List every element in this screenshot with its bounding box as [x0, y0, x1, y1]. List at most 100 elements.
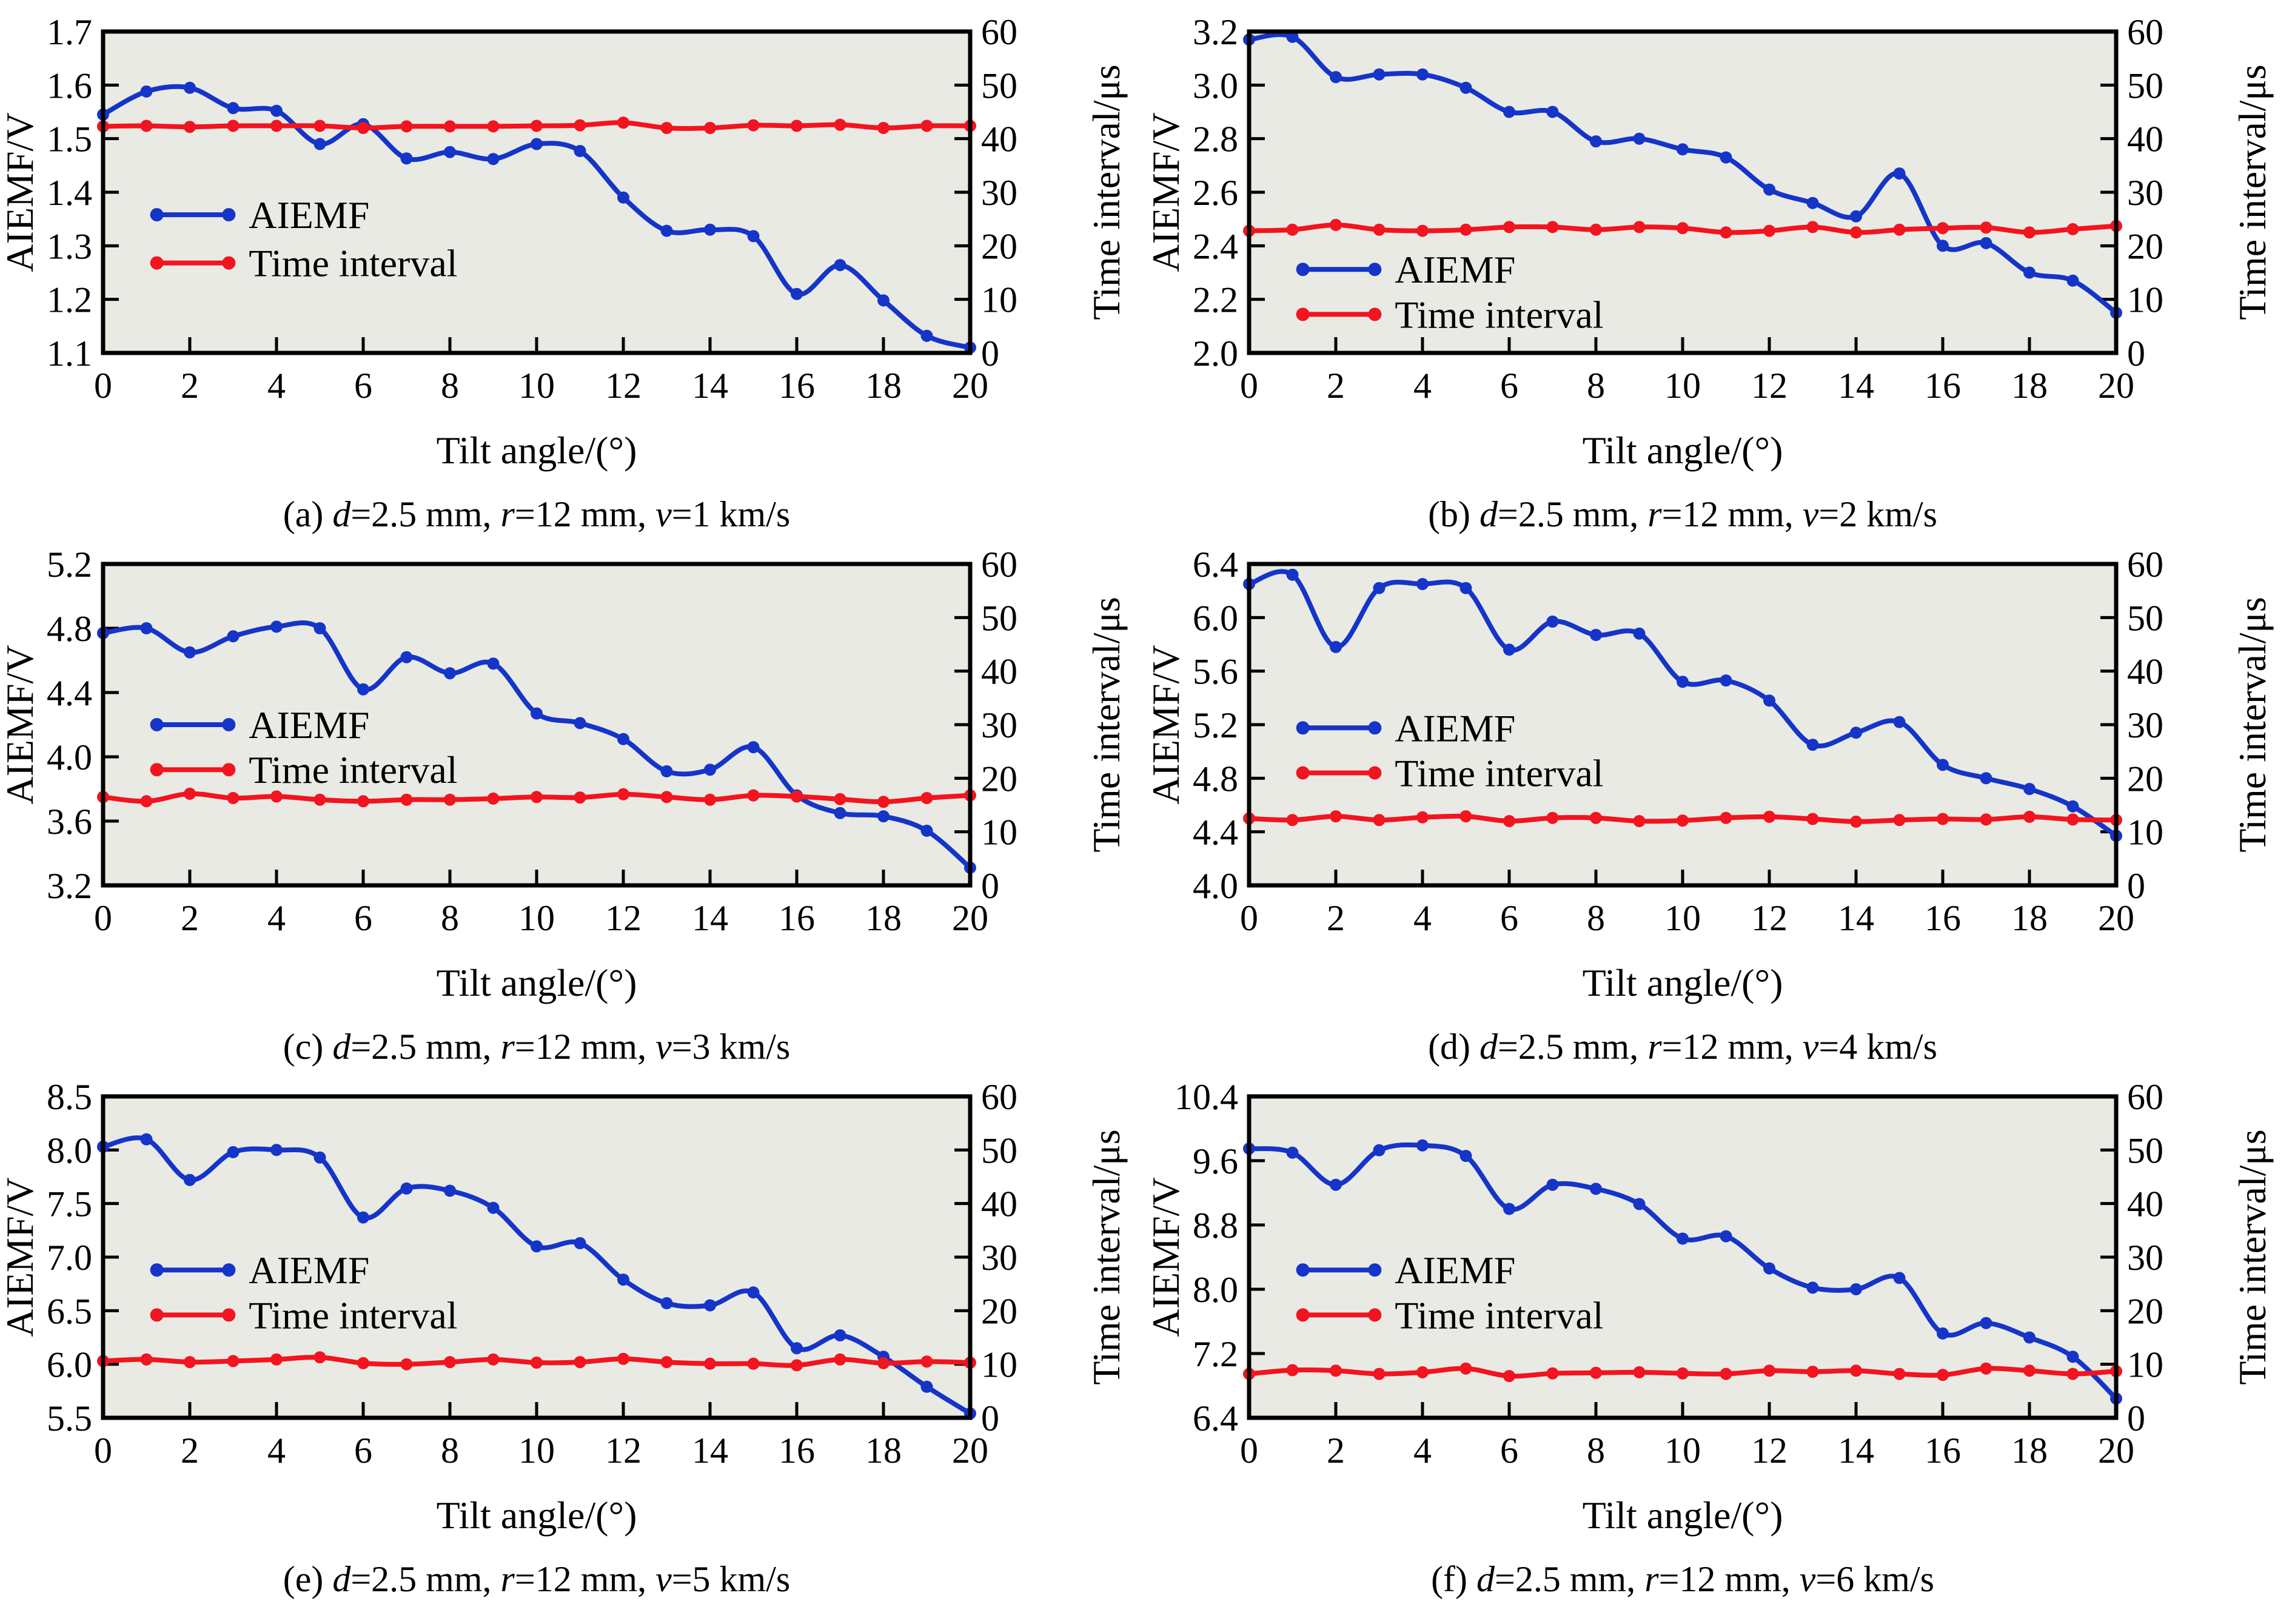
x-tick-label: 18: [865, 1431, 902, 1471]
x-tick-label: 12: [605, 366, 642, 406]
y-left-tick-label: 4.0: [1193, 866, 1238, 906]
y-left-tick-label: 1.5: [47, 119, 92, 159]
legend-item: Time interval: [150, 748, 458, 791]
y-right-axis-label: Time interval/μs: [1085, 1129, 1128, 1384]
y-right-axis-label: Time interval/μs: [2231, 1129, 2274, 1384]
legend-item: AIEMF: [1296, 706, 1515, 750]
x-axis-label: Tilt angle/(°): [1583, 1494, 1783, 1537]
x-tick-label: 6: [1500, 366, 1518, 406]
caption-fragment: =2.5 mm,: [350, 494, 501, 534]
legend-label: Time interval: [1395, 293, 1603, 336]
legend-item: Time interval: [1296, 752, 1604, 795]
caption-variable: d: [332, 494, 351, 534]
legend-item: AIEMF: [150, 1249, 369, 1292]
y-right-tick-label: 0: [981, 1398, 999, 1438]
y-left-tick-label: 8.0: [47, 1130, 92, 1170]
panel-b: 0 2 4 6 8 10 12 14 16 18 20 2.0 2.2 2.4 2.6 2.8 3.0 3.2 0 1…: [1144, 10, 2292, 542]
y-right-tick-label: 50: [2127, 1130, 2163, 1170]
legend-item: AIEMF: [1296, 1249, 1515, 1292]
x-tick-label: 4: [267, 366, 286, 406]
y-right-tick-label: 0: [2127, 1398, 2145, 1438]
y-right-tick-label: 60: [981, 1077, 1017, 1117]
plot-area: [1249, 32, 2116, 353]
x-axis-label: Tilt angle/(°): [437, 961, 637, 1004]
caption-fragment: =3 km/s: [671, 1027, 791, 1067]
caption-fragment: =1 km/s: [671, 494, 791, 534]
caption-fragment: =2.5 mm,: [350, 1559, 501, 1599]
y-right-tick-label: 60: [2127, 12, 2163, 52]
y-left-tick-label: 2.4: [1193, 226, 1238, 266]
y-right-tick-label: 30: [2127, 173, 2163, 213]
y-right-axis-label: Time interval/μs: [1085, 597, 1128, 852]
legend-label: AIEMF: [1395, 1249, 1515, 1292]
caption-fragment: =2 km/s: [1818, 494, 1937, 534]
plot-area: [103, 564, 970, 885]
x-tick-label: 14: [692, 898, 728, 938]
panel-c: 0 2 4 6 8 10 12 14 16 18 20 3.2 3.6 4.0 4.4 4.8 5.2 0 10 20…: [0, 542, 1146, 1075]
y-left-tick-label: 2.0: [1193, 334, 1238, 374]
x-tick-label: 18: [865, 898, 902, 938]
x-tick-label: 20: [952, 366, 988, 406]
x-tick-label: 14: [1838, 1431, 1874, 1471]
x-tick-label: 14: [1838, 366, 1874, 406]
x-tick-label: 20: [2098, 898, 2134, 938]
x-tick-label: 8: [441, 898, 459, 938]
plot-border: [101, 29, 973, 355]
y-left-tick-label: 6.4: [1193, 1398, 1238, 1438]
legend-label: AIEMF: [249, 703, 369, 747]
y-right-axis-label: Time interval/μs: [1085, 64, 1128, 320]
y-left-tick-label: 3.6: [47, 802, 92, 842]
x-tick-label: 20: [952, 898, 988, 938]
y-right-tick-label: 30: [981, 705, 1017, 745]
caption-label: (e): [283, 1559, 324, 1599]
x-tick-label: 14: [1838, 898, 1874, 938]
y-right-tick-label: 40: [981, 652, 1017, 692]
y-left-tick-label: 6.5: [47, 1291, 92, 1331]
legend-item: AIEMF: [150, 703, 369, 747]
x-tick-label: 18: [2011, 898, 2048, 938]
x-tick-label: 14: [692, 1431, 728, 1471]
x-tick-label: 0: [94, 1431, 112, 1471]
panel-d: 0 2 4 6 8 10 12 14 16 18 20 4.0 4.4 4.8 5.2 5.6 6.0 6.4 0 1…: [1144, 542, 2292, 1075]
x-tick-label: 12: [605, 898, 642, 938]
x-tick-label: 14: [692, 366, 728, 406]
legend-item: AIEMF: [150, 193, 369, 237]
y-right-tick-label: 10: [2127, 1345, 2163, 1385]
y-left-tick-label: 3.0: [1193, 65, 1238, 106]
caption-fragment: =12 mm,: [514, 494, 656, 534]
caption-d: (d) d=2.5 mm, r=12 mm, v=4 km/s: [1249, 1022, 2116, 1071]
y-right-tick-label: 20: [2127, 759, 2163, 799]
y-right-tick-label: 60: [981, 545, 1017, 585]
y-right-tick-label: 40: [2127, 1184, 2163, 1224]
chart-e: 0 2 4 6 8 10 12 14 16 18 20 5.5 6.0 6.5 7.0 7.5 8.0 8.5 0 1…: [0, 1075, 1146, 1555]
x-tick-label: 2: [181, 898, 199, 938]
y-right-tick-label: 10: [2127, 280, 2163, 320]
plot-area: [103, 32, 970, 353]
x-tick-label: 4: [1413, 366, 1432, 406]
x-tick-label: 8: [1587, 898, 1605, 938]
x-tick-label: 0: [1240, 366, 1258, 406]
y-right-tick-label: 50: [2127, 65, 2163, 106]
legend-label: Time interval: [1395, 752, 1603, 795]
x-tick-label: 0: [94, 366, 112, 406]
caption-label: (b): [1428, 494, 1471, 534]
y-right-tick-label: 50: [2127, 598, 2163, 638]
y-right-tick-label: 0: [981, 866, 999, 906]
y-right-tick-label: 30: [981, 173, 1017, 213]
x-tick-label: 18: [865, 366, 902, 406]
y-right-tick-label: 30: [2127, 1238, 2163, 1278]
caption-text: d=2.5 mm, r=12 mm, v=1 km/s: [332, 494, 790, 534]
x-tick-label: 2: [1327, 366, 1345, 406]
x-tick-label: 12: [1751, 898, 1788, 938]
y-right-tick-label: 20: [2127, 1291, 2163, 1331]
aiemf-line: [1247, 32, 2119, 315]
y-left-tick-label: 1.6: [47, 65, 92, 106]
x-tick-label: 16: [779, 1431, 815, 1471]
caption-fragment: =5 km/s: [671, 1559, 791, 1599]
x-tick-label: 0: [1240, 898, 1258, 938]
x-tick-label: 16: [1925, 898, 1961, 938]
y-right-tick-label: 10: [2127, 813, 2163, 853]
y-left-tick-label: 4.8: [1193, 759, 1238, 799]
caption-fragment: =12 mm,: [1658, 1559, 1800, 1599]
